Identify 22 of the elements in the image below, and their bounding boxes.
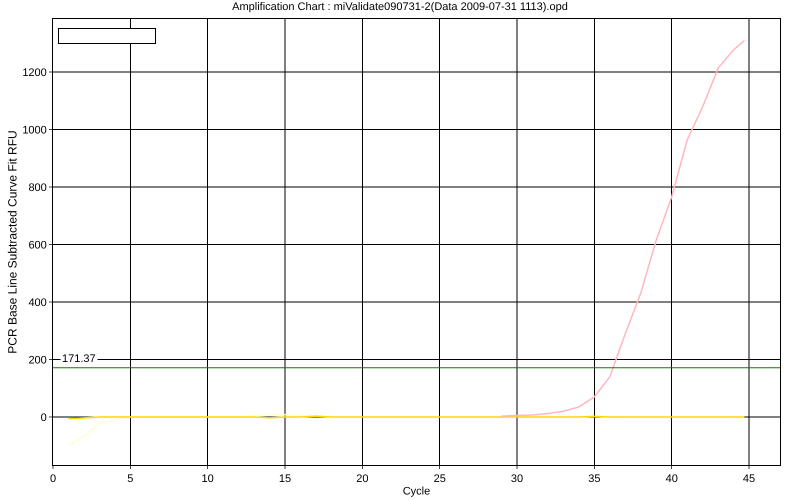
y-tick-label: 1000	[22, 124, 47, 136]
y-tick-label: 1200	[22, 66, 47, 79]
y-tick-label: 400	[28, 296, 47, 309]
y-tick-label: 0	[40, 412, 47, 424]
x-tick-label: 35	[588, 473, 601, 486]
y-tick-label: 200	[28, 354, 47, 366]
x-tick-label: 30	[510, 473, 524, 486]
x-tick-label: 45	[742, 473, 756, 486]
y-tick-label: 800	[28, 182, 47, 194]
x-tick-label: 25	[434, 473, 446, 486]
x-axis-title: Cycle	[402, 485, 430, 498]
x-tick-label: 20	[356, 473, 368, 486]
y-axis-title: PCR Base Line Subtracted Curve Fit RFU	[6, 130, 20, 354]
x-tick-label: 5	[127, 473, 134, 486]
x-tick-label: 15	[278, 473, 292, 486]
x-tick-label: 0	[50, 473, 56, 486]
ref-line-label: 171.37	[62, 353, 96, 365]
chart-title: Amplification Chart : miValidate090731-2(Data 2009-07-31 1113).opd	[232, 1, 568, 14]
y-tick-label: 600	[28, 239, 47, 252]
x-tick-label: 40	[666, 473, 678, 486]
line-series	[500, 40, 746, 417]
x-tick-label: 10	[202, 473, 214, 486]
